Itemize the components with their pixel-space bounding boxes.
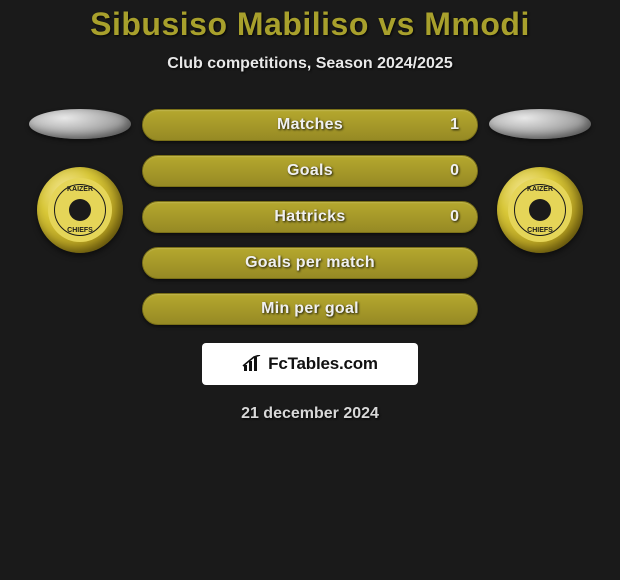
kaizer-chiefs-badge-icon: KAIZER CHIEFS	[508, 178, 572, 242]
main-row: KAIZER CHIEFS Matches 1 Goals 0 Hattrick…	[0, 109, 620, 325]
stat-label: Goals	[287, 162, 333, 180]
stat-value-right: 1	[450, 116, 459, 134]
kaizer-chiefs-badge-icon: KAIZER CHIEFS	[48, 178, 112, 242]
stat-label: Min per goal	[261, 300, 359, 318]
stat-label: Goals per match	[245, 254, 375, 272]
stat-bar-matches: Matches 1	[142, 109, 478, 141]
stat-bar-hattricks: Hattricks 0	[142, 201, 478, 233]
left-club-badge: KAIZER CHIEFS	[37, 167, 123, 253]
season-subtitle: Club competitions, Season 2024/2025	[167, 55, 452, 73]
right-player-avatar	[489, 109, 591, 139]
stat-label: Hattricks	[274, 208, 345, 226]
stat-label: Matches	[277, 116, 343, 134]
right-club-badge: KAIZER CHIEFS	[497, 167, 583, 253]
bar-chart-icon	[242, 355, 264, 373]
attribution-badge: FcTables.com	[202, 343, 418, 385]
page-title: Sibusiso Mabiliso vs Mmodi	[90, 6, 530, 43]
attribution-text: FcTables.com	[268, 354, 378, 374]
stat-bar-goals: Goals 0	[142, 155, 478, 187]
stat-bar-list: Matches 1 Goals 0 Hattricks 0 Goals per …	[140, 109, 480, 325]
stat-value-right: 0	[450, 208, 459, 226]
stat-bar-goals-per-match: Goals per match	[142, 247, 478, 279]
left-player-avatar	[29, 109, 131, 139]
stat-value-right: 0	[450, 162, 459, 180]
comparison-card: Sibusiso Mabiliso vs Mmodi Club competit…	[0, 0, 620, 423]
right-player-column: KAIZER CHIEFS	[480, 109, 600, 253]
left-player-column: KAIZER CHIEFS	[20, 109, 140, 253]
stat-bar-min-per-goal: Min per goal	[142, 293, 478, 325]
date-text: 21 december 2024	[241, 405, 379, 423]
